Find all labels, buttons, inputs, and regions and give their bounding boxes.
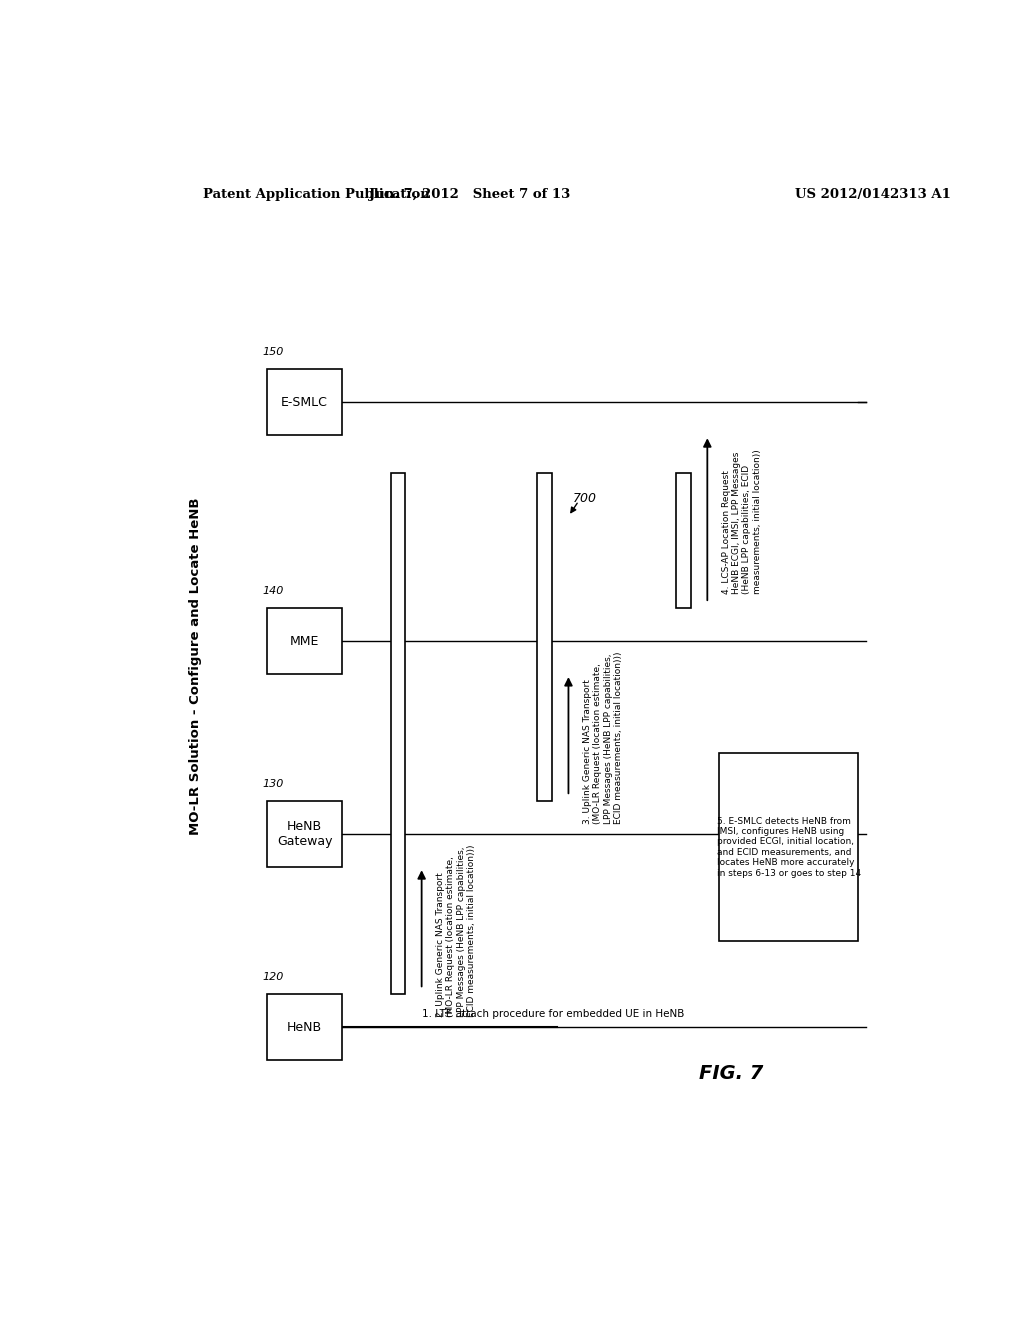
Bar: [677, 474, 690, 609]
Bar: [267, 994, 342, 1060]
Text: 700: 700: [572, 492, 596, 506]
Text: Jun. 7, 2012   Sheet 7 of 13: Jun. 7, 2012 Sheet 7 of 13: [369, 189, 570, 202]
Text: E-SMLC: E-SMLC: [282, 396, 328, 409]
Text: 150: 150: [263, 347, 285, 358]
Text: 140: 140: [263, 586, 285, 595]
Text: HeNB
Gateway: HeNB Gateway: [276, 820, 333, 849]
Text: 3. Uplink Generic NAS Transport
(MO-LR Request (location estimate,
LPP Messages : 3. Uplink Generic NAS Transport (MO-LR R…: [583, 652, 623, 824]
Text: MME: MME: [290, 635, 319, 648]
Text: FIG. 7: FIG. 7: [699, 1064, 763, 1082]
Text: 4. LCS-AP Location Request
HeNB ECGI, IMSI, LPP Messages
(HeNB LPP capabilities,: 4. LCS-AP Location Request HeNB ECGI, IM…: [722, 449, 762, 594]
Bar: [267, 609, 342, 675]
Text: 130: 130: [263, 779, 285, 789]
Text: 2. Uplink Generic NAS Transport
(MO-LR Request (location estimate,
LPP Messages : 2. Uplink Generic NAS Transport (MO-LR R…: [436, 845, 476, 1018]
Bar: [538, 474, 552, 801]
Text: HeNB: HeNB: [287, 1020, 323, 1034]
Text: Patent Application Publication: Patent Application Publication: [204, 189, 430, 202]
Text: 5. E-SMLC detects HeNB from
IMSI, configures HeNB using
provided ECGI, initial l: 5. E-SMLC detects HeNB from IMSI, config…: [717, 817, 861, 878]
Bar: [719, 752, 858, 941]
Bar: [391, 474, 404, 994]
Text: 120: 120: [263, 973, 285, 982]
Text: US 2012/0142313 A1: US 2012/0142313 A1: [795, 189, 950, 202]
Text: MO-LR Solution - Configure and Locate HeNB: MO-LR Solution - Configure and Locate He…: [189, 498, 202, 836]
Text: 1. LTE attach procedure for embedded UE in HeNB: 1. LTE attach procedure for embedded UE …: [422, 1010, 684, 1019]
Bar: [267, 370, 342, 436]
Bar: [267, 801, 342, 867]
